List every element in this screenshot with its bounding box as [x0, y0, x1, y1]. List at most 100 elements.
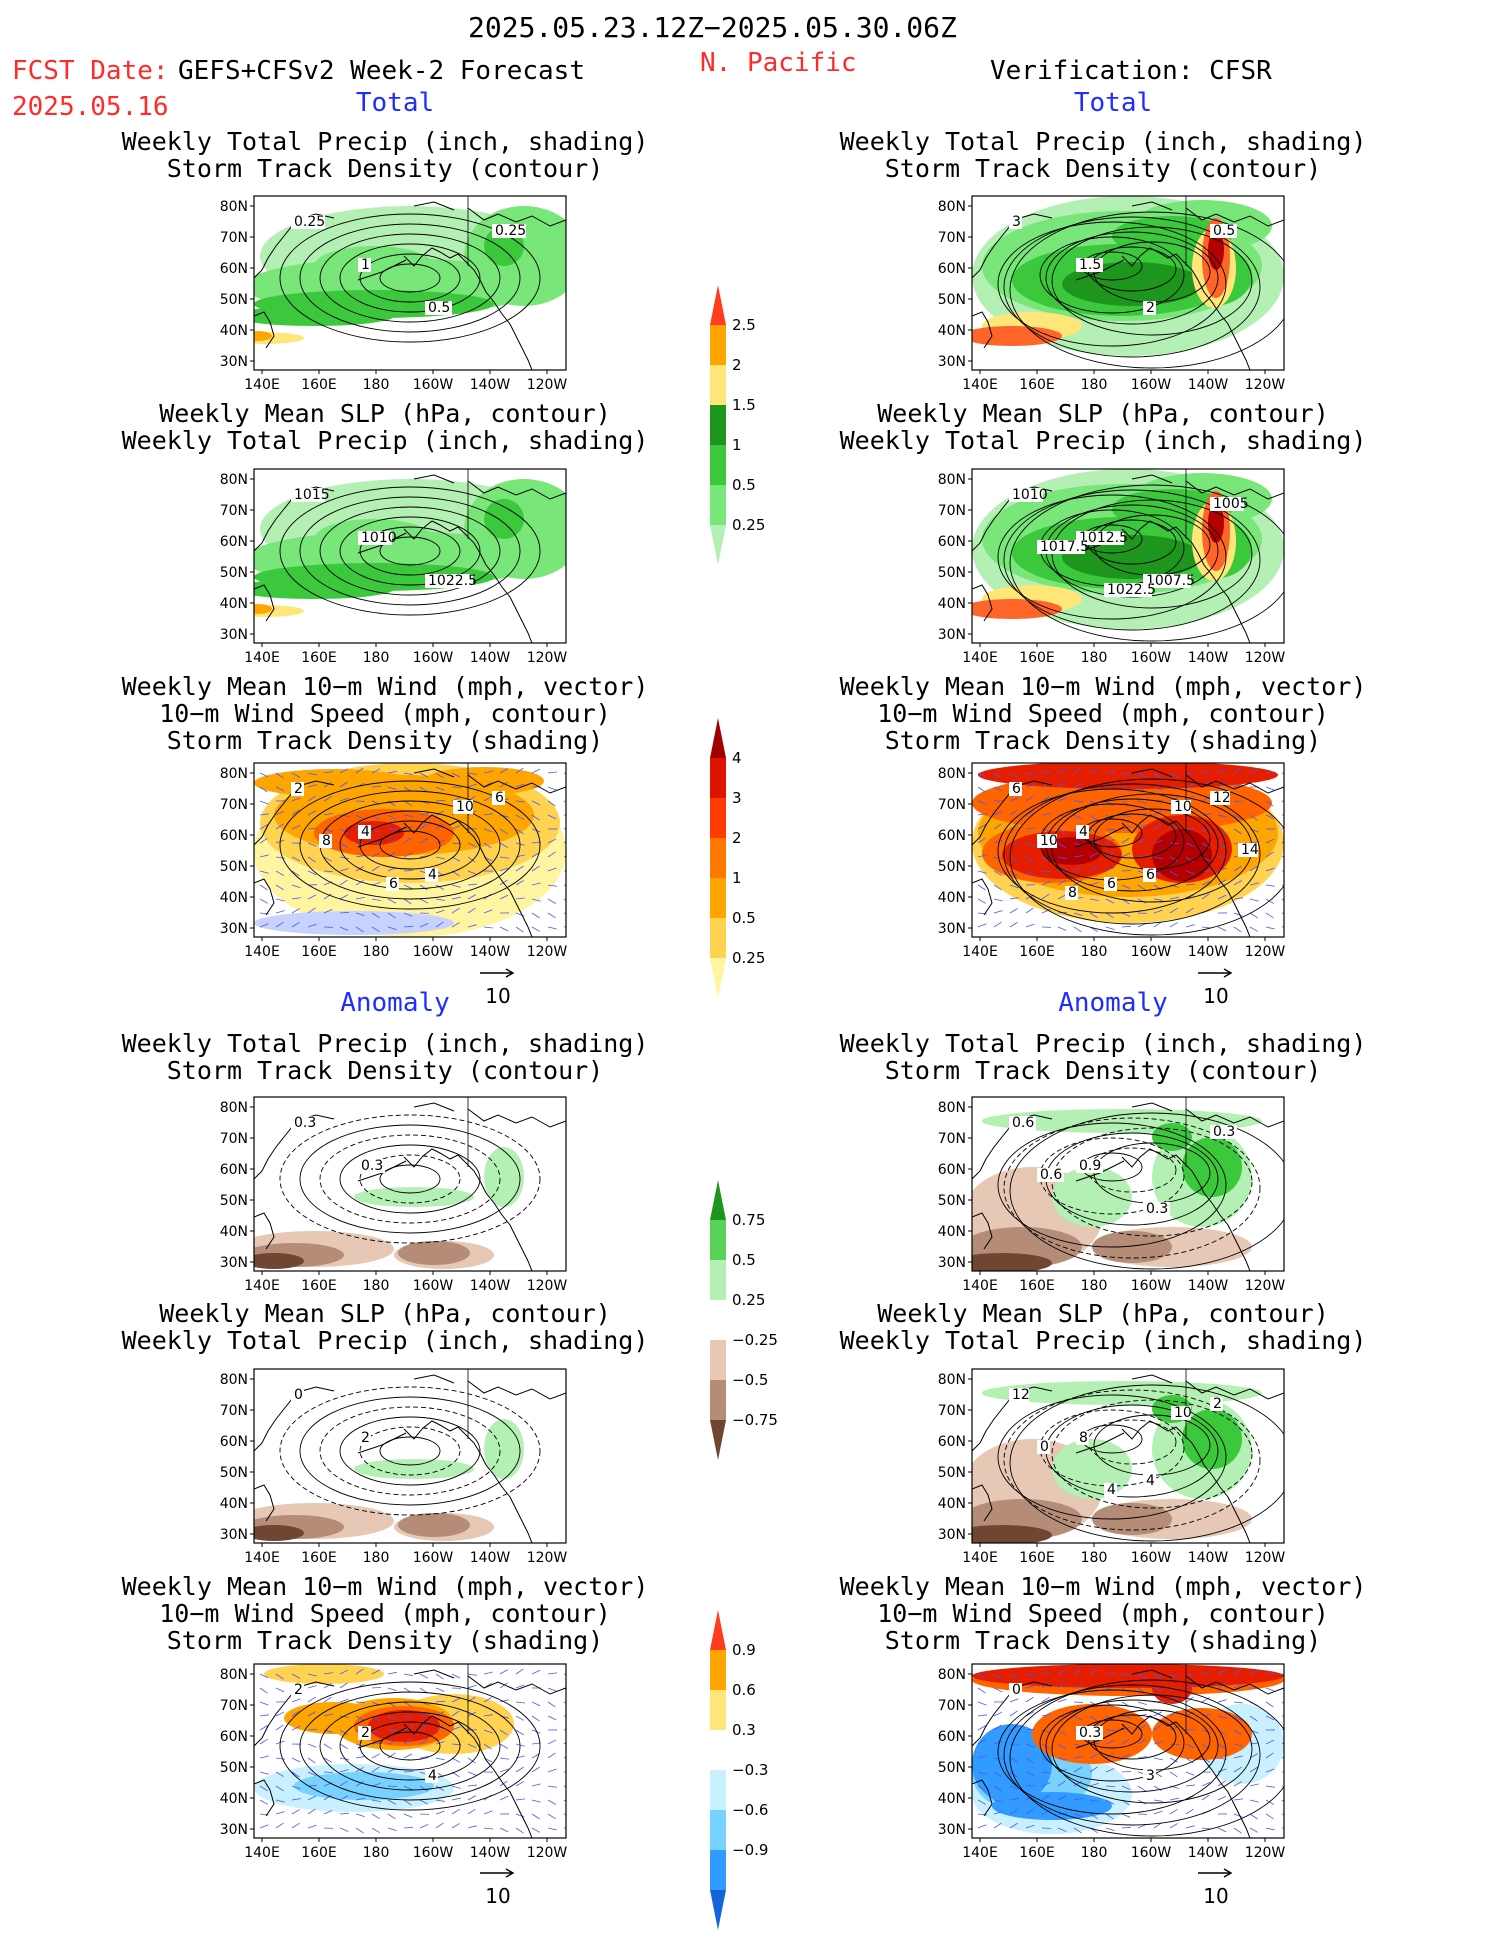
- lon-tick-label: 180: [363, 377, 390, 393]
- contour-label: 1015: [294, 487, 330, 503]
- vector-ref-ob-anom: 10: [1196, 1860, 1236, 1908]
- colorbar-tick-label: −0.9: [732, 1841, 768, 1859]
- lat-tick-label: 60N: [938, 828, 966, 844]
- lon-tick-label: 120W: [527, 944, 568, 960]
- contour-label: 4: [361, 824, 370, 840]
- colorbar-tick-label: 0.25: [732, 516, 765, 534]
- lon-tick-label: 140W: [470, 377, 511, 393]
- colorbar-segment: [710, 485, 726, 525]
- lat-tick-label: 70N: [220, 1131, 248, 1147]
- lat-tick-label: 60N: [938, 261, 966, 277]
- lon-tick-label: 140E: [962, 1550, 998, 1566]
- lon-tick-label: 160W: [1131, 1550, 1172, 1566]
- lon-tick-label: 140E: [962, 650, 998, 666]
- lat-tick-label: 50N: [220, 1193, 248, 1209]
- lon-tick-label: 140E: [962, 1278, 998, 1294]
- lon-tick-label: 160W: [413, 944, 454, 960]
- colorbar-segment: [710, 1890, 726, 1930]
- colorbar-tick-label: 0.5: [732, 476, 756, 494]
- colorbar-segment: [710, 1650, 726, 1690]
- colorbar-segment: [710, 1850, 726, 1890]
- lon-tick-label: 160E: [1019, 650, 1055, 666]
- lon-tick-label: 180: [1081, 650, 1108, 666]
- lon-tick-label: 180: [1081, 1845, 1108, 1861]
- lon-tick-label: 160W: [1131, 650, 1172, 666]
- lat-tick-label: 30N: [220, 1822, 248, 1838]
- lat-tick-label: 70N: [938, 797, 966, 813]
- lon-tick-label: 180: [363, 944, 390, 960]
- lon-tick-label: 160E: [1019, 944, 1055, 960]
- lon-tick-label: 140E: [244, 650, 280, 666]
- section-anomaly-left: Anomaly: [320, 990, 470, 1016]
- contour-label: 14: [1241, 842, 1259, 858]
- vector-arrow-icon: [1196, 1867, 1236, 1879]
- colorbar-segment: [710, 405, 726, 445]
- colorbar-segment: [710, 1810, 726, 1850]
- lon-tick-label: 140W: [1188, 1550, 1229, 1566]
- lat-tick-label: 40N: [938, 890, 966, 906]
- lon-tick-label: 140W: [470, 1845, 511, 1861]
- lat-tick-label: 60N: [220, 261, 248, 277]
- colorbar-segment: [710, 365, 726, 405]
- lon-tick-label: 160W: [413, 377, 454, 393]
- lon-tick-label: 180: [363, 650, 390, 666]
- lat-tick-label: 40N: [220, 1224, 248, 1240]
- panel-title-ob-anom-precip: Weekly Total Precip (inch, shading) Stor…: [828, 1030, 1378, 1084]
- colorbar-segment: [710, 325, 726, 365]
- panel-title-fc-anom-precip: Weekly Total Precip (inch, shading) Stor…: [110, 1030, 660, 1084]
- vector-ref-label: 10: [1196, 984, 1236, 1008]
- lat-tick-label: 30N: [938, 354, 966, 370]
- colorbar-tick-label: −0.75: [732, 1411, 778, 1429]
- colorbar-segment: [710, 1220, 726, 1260]
- lat-tick-label: 60N: [220, 1729, 248, 1745]
- panel-title-fc-anom-slp: Weekly Mean SLP (hPa, contour) Weekly To…: [110, 1300, 660, 1354]
- lon-tick-label: 120W: [527, 377, 568, 393]
- contour-label: 2: [361, 1430, 370, 1446]
- lat-tick-label: 40N: [220, 890, 248, 906]
- lon-tick-label: 160E: [301, 1845, 337, 1861]
- contour-label: 1005: [1213, 496, 1249, 512]
- lat-tick-label: 80N: [938, 1372, 966, 1388]
- lat-tick-label: 70N: [220, 1403, 248, 1419]
- colorbar-tick-label: 3: [732, 789, 742, 807]
- lat-tick-label: 50N: [220, 565, 248, 581]
- lon-tick-label: 120W: [527, 1550, 568, 1566]
- lat-tick-label: 40N: [938, 1791, 966, 1807]
- lat-tick-label: 60N: [220, 828, 248, 844]
- lat-tick-label: 50N: [220, 1760, 248, 1776]
- contour-label: 0: [1012, 1682, 1021, 1698]
- lat-tick-label: 70N: [938, 230, 966, 246]
- contour-label: 1022.5: [1107, 582, 1156, 598]
- lat-tick-label: 60N: [938, 534, 966, 550]
- lat-tick-label: 80N: [220, 766, 248, 782]
- lat-tick-label: 80N: [220, 1372, 248, 1388]
- lon-tick-label: 140E: [244, 1550, 280, 1566]
- lat-tick-label: 30N: [220, 1527, 248, 1543]
- vector-ref-ob-total: 10: [1196, 960, 1236, 1008]
- lon-tick-label: 140W: [1188, 650, 1229, 666]
- colorbar-segment: [710, 445, 726, 485]
- colorbar-segment: [710, 1690, 726, 1730]
- vector-ref-label: 10: [478, 984, 518, 1008]
- lat-tick-label: 30N: [220, 354, 248, 370]
- lat-tick-label: 40N: [938, 323, 966, 339]
- lat-tick-label: 70N: [938, 1698, 966, 1714]
- lat-tick-label: 80N: [938, 199, 966, 215]
- lon-tick-label: 120W: [1245, 650, 1286, 666]
- contour-label: 8: [1079, 1430, 1088, 1446]
- contour-label: 1: [361, 257, 370, 273]
- panel-title-fc-total-precip: Weekly Total Precip (inch, shading) Stor…: [110, 128, 660, 182]
- lon-tick-label: 140W: [470, 650, 511, 666]
- lat-tick-label: 80N: [220, 1667, 248, 1683]
- colorbar-tick-label: 0.9: [732, 1641, 756, 1659]
- colorbar-tick-label: 2: [732, 829, 742, 847]
- contour-label: 4: [1079, 824, 1088, 840]
- colorbar-tick-label: 1: [732, 869, 742, 887]
- lon-tick-label: 160E: [301, 1550, 337, 1566]
